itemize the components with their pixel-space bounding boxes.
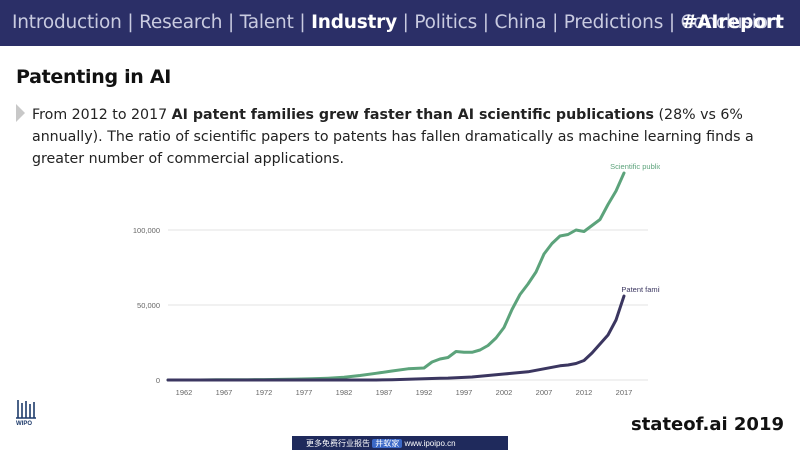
nav-separator: | [127,12,134,33]
nav-item-predictions[interactable]: Predictions [563,12,664,33]
nav-separator: | [668,12,675,33]
nav-item-talent[interactable]: Talent [239,12,294,33]
promo-banner-pill: 井蚁家 [372,439,403,448]
top-nav-bar: Introduction | Research | Talent | Indus… [0,0,800,46]
x-tick-label: 1992 [416,388,433,397]
series-label-1: Patent families [621,285,660,294]
nav-item-introduction[interactable]: Introduction [12,12,122,33]
nav-item-politics[interactable]: Politics [414,12,478,33]
x-tick-label: 2017 [616,388,633,397]
x-tick-label: 1982 [336,388,353,397]
nav-item-industry[interactable]: Industry [311,12,397,33]
series-line-1 [166,294,626,382]
promo-banner-lead: 更多免费行业报告 [306,439,370,448]
y-tick-label: 0 [156,376,160,385]
x-tick-label: 1997 [456,388,473,397]
x-tick-label: 1987 [376,388,393,397]
x-tick-label: 1967 [216,388,233,397]
patent-vs-publication-chart: 0 50,000 100,000 1962 1967 1972 1977 1982 1987 19… [133,162,660,397]
body-lead: From 2012 to 2017 [32,107,172,123]
x-tick-label: 1972 [256,388,273,397]
x-tick-label: 2002 [496,388,513,397]
x-tick-label: 1962 [176,388,193,397]
promo-banner[interactable]: 更多免费行业报告 井蚁家 www.ipoipo.cn [292,436,508,450]
nav-item-research[interactable]: Research [139,12,223,33]
y-tick-label: 50,000 [137,301,160,310]
body-highlight: AI patent families grew faster than AI s… [171,107,654,123]
nav-separator: | [552,12,559,33]
series-label-0: Scientific publications [610,162,660,171]
x-tick-label: 2012 [576,388,593,397]
promo-banner-url[interactable]: www.ipoipo.cn [404,439,456,448]
report-hashtag[interactable]: #AIreport [681,12,784,33]
wipo-logo-text: WIPO [16,421,32,427]
footer-brand: stateof.ai 2019 [630,414,784,435]
nav-separator: | [482,12,489,33]
body-paragraph: From 2012 to 2017 AI patent families gre… [32,104,784,170]
nav-separator: | [228,12,235,33]
y-tick-label: 100,000 [133,226,160,235]
nav-separator: | [402,12,409,33]
nav-separator: | [299,12,306,33]
page-title: Patenting in AI [16,66,171,88]
section-nav: Introduction | Research | Talent | Indus… [12,12,780,33]
body-rest: (28% vs 6% annually). The ratio of scien… [32,107,754,167]
series-line-0 [166,171,626,382]
x-tick-label: 1977 [296,388,313,397]
bullet-arrow-icon [16,104,25,122]
nav-item-china[interactable]: China [494,12,547,33]
promo-banner-text: 更多免费行业报告 井蚁家 www.ipoipo.cn [306,438,456,449]
x-tick-label: 2007 [536,388,553,397]
wipo-logo-icon [16,400,36,419]
nav-item-conclusion[interactable]: Conclusion [680,12,780,33]
